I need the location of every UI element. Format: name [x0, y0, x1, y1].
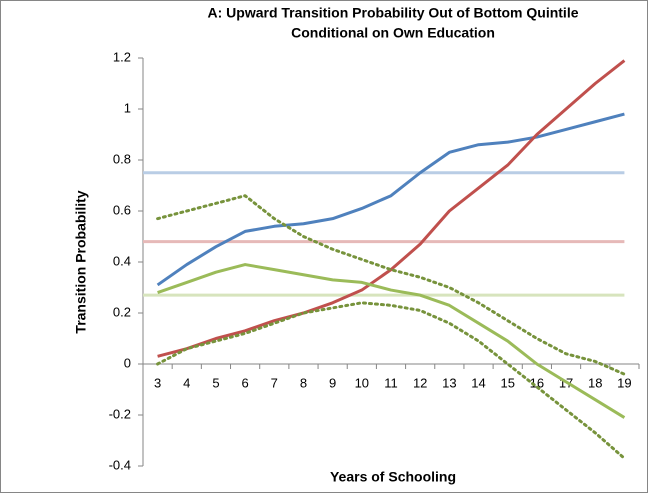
x-tick-label: 8: [300, 375, 307, 390]
y-tick-label: 0: [124, 355, 131, 370]
y-tick-label: 0.4: [113, 253, 131, 268]
x-tick-label: 3: [154, 375, 161, 390]
y-tick-label: 0.8: [113, 151, 131, 166]
x-tick-label: 4: [183, 375, 190, 390]
series-line: [157, 263, 626, 419]
x-tick-label: 12: [413, 375, 427, 390]
x-tick-label: 19: [617, 375, 631, 390]
chart-title: A: Upward Transition Probability Out of …: [208, 5, 579, 21]
x-tick-label: 5: [212, 375, 219, 390]
x-tick-label: 14: [471, 375, 485, 390]
y-tick-label: 1: [124, 100, 131, 115]
x-tick-label: 13: [442, 375, 456, 390]
x-tick-label: 16: [530, 375, 544, 390]
x-tick-label: 7: [271, 375, 278, 390]
x-axis-label: Years of Schooling: [330, 469, 456, 485]
x-tick-label: 18: [588, 375, 602, 390]
y-axis-label: Transition Probability: [73, 190, 89, 333]
x-tick-label: 15: [500, 375, 514, 390]
series-line: [156, 112, 625, 287]
y-tick-label: -0.2: [109, 406, 131, 421]
x-tick-label: 10: [355, 375, 369, 390]
series-line: [156, 194, 626, 376]
series-line: [156, 301, 626, 460]
chart-title: Conditional on Own Education: [291, 25, 495, 41]
y-tick-label: 0.6: [113, 202, 131, 217]
y-tick-label: 0.2: [113, 304, 131, 319]
y-tick-label: 1.2: [113, 49, 131, 64]
x-tick-label: 9: [329, 375, 336, 390]
y-tick-label: -0.4: [109, 457, 131, 472]
x-tick-label: 11: [384, 375, 398, 390]
x-tick-label: 6: [242, 375, 249, 390]
